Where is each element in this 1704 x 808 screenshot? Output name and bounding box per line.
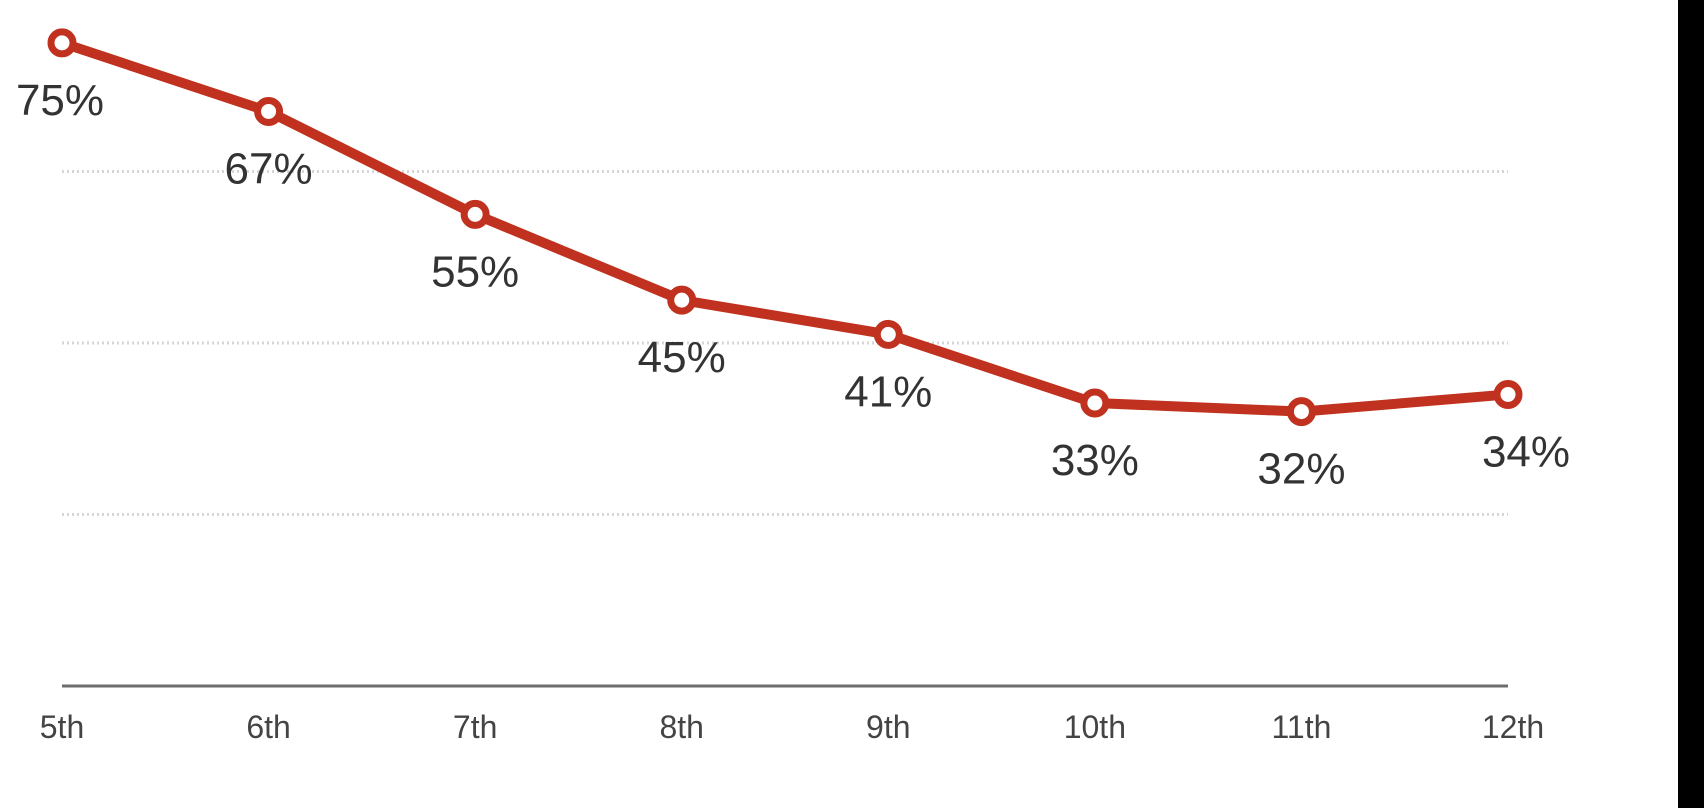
x-tick-12th: 12th [1482,709,1544,745]
right-border-decoration [1678,0,1704,808]
data-label-8th: 45% [638,333,726,382]
data-label-6th: 67% [225,144,313,193]
data-point-8th [667,285,697,315]
data-label-12th: 34% [1482,427,1570,476]
x-tick-5th: 5th [40,709,84,745]
data-label-7th: 55% [431,247,519,296]
data-point-10th [1080,388,1110,418]
data-label-11th: 32% [1257,445,1345,494]
x-tick-7th: 7th [453,709,497,745]
data-label-5th: 75% [16,76,104,125]
data-point-6th [254,96,284,126]
data-label-10th: 33% [1051,436,1139,485]
x-tick-9th: 9th [866,709,910,745]
x-tick-10th: 10th [1064,709,1126,745]
data-point-9th [873,319,903,349]
data-label-9th: 41% [844,367,932,416]
series-group [47,28,1523,427]
x-tick-11th: 11th [1271,709,1331,745]
x-tick-8th: 8th [659,709,703,745]
x-tick-6th: 6th [246,709,290,745]
gridlines [62,170,1508,516]
data-point-5th [47,28,77,58]
data-point-11th [1286,397,1316,427]
data-point-12th [1493,379,1523,409]
data-point-7th [460,199,490,229]
series-line [57,37,1513,417]
x-tick-labels: 5th 6th 7th 8th 9th 10th 11th 12th [40,709,1544,745]
data-labels: 75% 67% 55% 45% 41% 33% 32% 34% [16,76,1570,494]
